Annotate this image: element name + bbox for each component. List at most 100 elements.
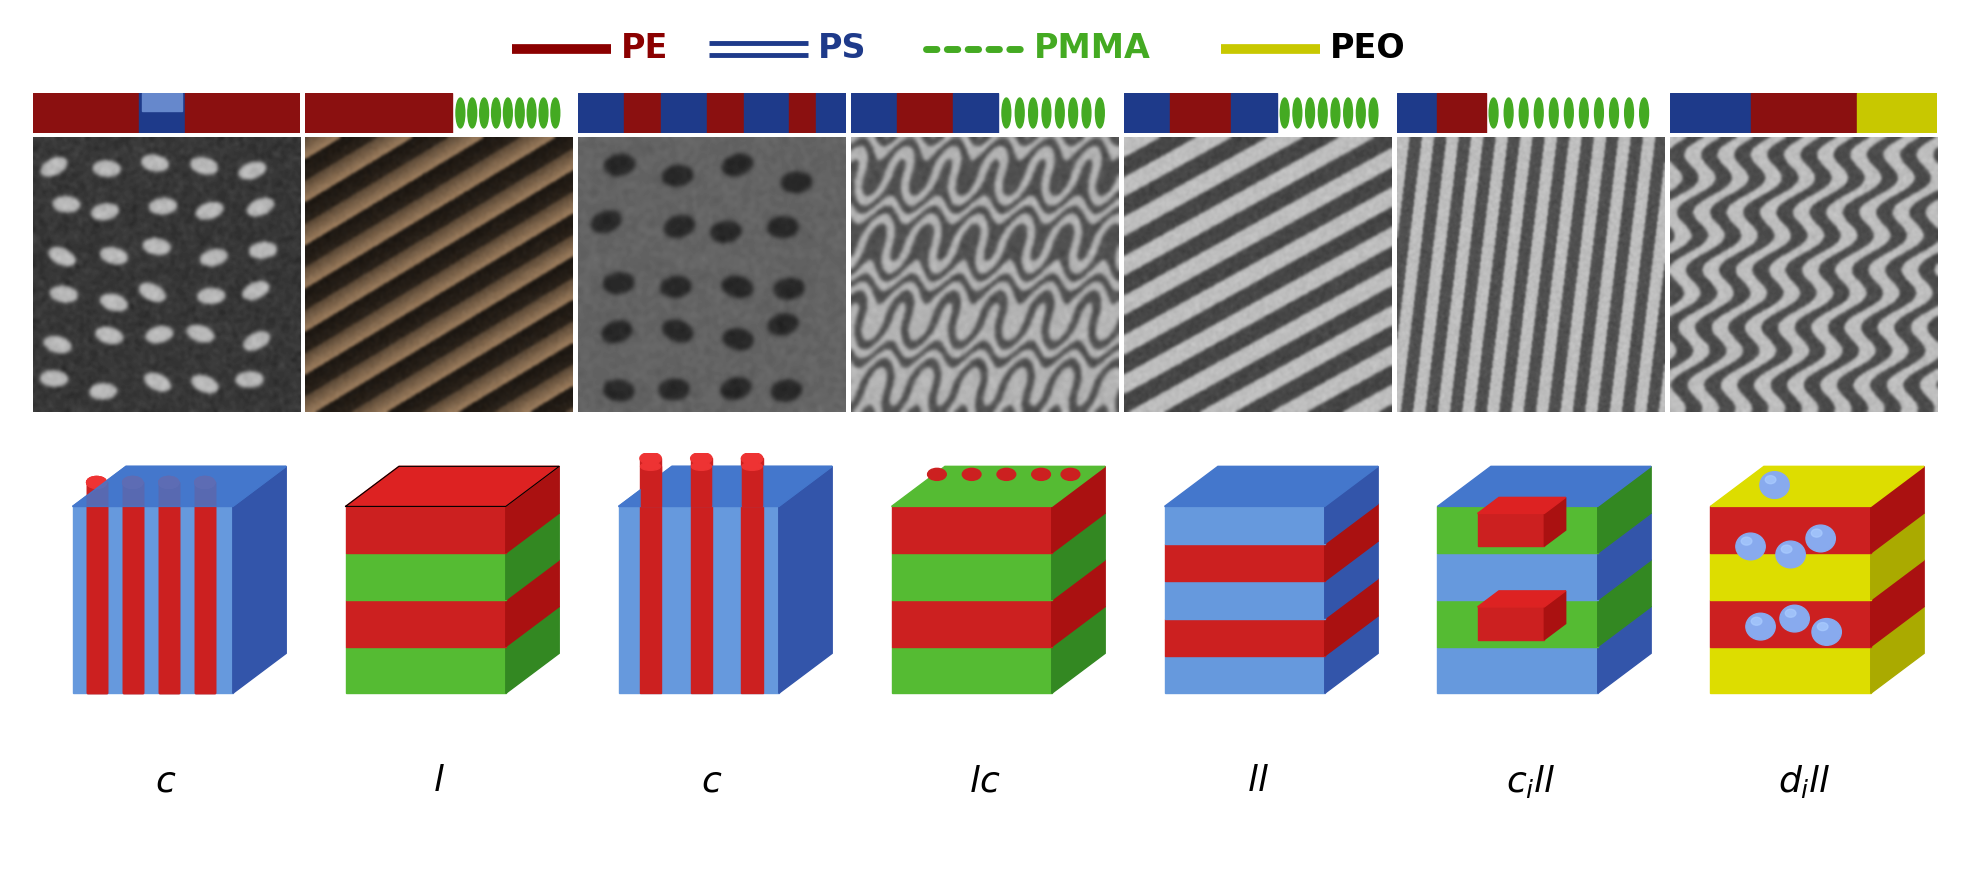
Polygon shape	[1598, 466, 1651, 553]
Polygon shape	[892, 647, 1052, 694]
Polygon shape	[73, 507, 232, 694]
Polygon shape	[506, 513, 559, 600]
Ellipse shape	[1344, 98, 1353, 128]
Polygon shape	[506, 466, 559, 553]
Ellipse shape	[492, 98, 500, 128]
Polygon shape	[195, 482, 215, 694]
Polygon shape	[1872, 466, 1925, 553]
Ellipse shape	[122, 477, 142, 488]
Polygon shape	[185, 93, 299, 133]
Ellipse shape	[195, 477, 215, 488]
Polygon shape	[953, 93, 999, 133]
Ellipse shape	[122, 477, 142, 488]
Polygon shape	[1324, 616, 1379, 694]
Polygon shape	[87, 482, 106, 694]
Polygon shape	[345, 553, 506, 600]
Polygon shape	[160, 482, 179, 694]
Ellipse shape	[1781, 545, 1793, 553]
Ellipse shape	[516, 98, 524, 128]
Ellipse shape	[1781, 605, 1808, 632]
Text: PMMA: PMMA	[1034, 32, 1150, 66]
Ellipse shape	[1082, 98, 1091, 128]
Ellipse shape	[87, 477, 106, 488]
Polygon shape	[1324, 541, 1379, 618]
Polygon shape	[1598, 513, 1651, 600]
Polygon shape	[1710, 553, 1872, 600]
Ellipse shape	[1741, 537, 1751, 545]
Polygon shape	[87, 482, 106, 694]
Polygon shape	[1598, 560, 1651, 647]
Ellipse shape	[1765, 476, 1775, 484]
Ellipse shape	[504, 98, 512, 128]
Ellipse shape	[1070, 98, 1078, 128]
Ellipse shape	[1306, 98, 1314, 128]
Ellipse shape	[1095, 98, 1105, 128]
Polygon shape	[1544, 591, 1566, 640]
Ellipse shape	[1775, 541, 1805, 568]
Polygon shape	[1710, 647, 1872, 694]
Ellipse shape	[1357, 98, 1365, 128]
Ellipse shape	[1812, 618, 1842, 645]
Polygon shape	[1164, 581, 1324, 618]
Polygon shape	[506, 607, 559, 694]
Polygon shape	[1478, 607, 1544, 640]
Text: $\mathit{c}$: $\mathit{c}$	[701, 765, 723, 798]
Polygon shape	[1052, 560, 1105, 647]
Polygon shape	[1438, 507, 1598, 553]
Ellipse shape	[1489, 98, 1497, 128]
Ellipse shape	[1032, 469, 1050, 480]
Polygon shape	[1438, 466, 1651, 507]
Ellipse shape	[195, 477, 215, 488]
Polygon shape	[619, 466, 831, 507]
Text: PEO: PEO	[1330, 32, 1405, 66]
Ellipse shape	[1062, 469, 1080, 480]
Ellipse shape	[528, 98, 536, 128]
Ellipse shape	[1535, 98, 1543, 128]
Ellipse shape	[1594, 98, 1604, 128]
Ellipse shape	[1369, 98, 1377, 128]
Polygon shape	[1478, 497, 1566, 513]
Ellipse shape	[1759, 471, 1789, 499]
Ellipse shape	[1736, 533, 1765, 560]
Polygon shape	[232, 466, 286, 694]
Polygon shape	[1324, 504, 1379, 581]
Polygon shape	[1710, 507, 1872, 553]
Polygon shape	[195, 482, 215, 694]
Ellipse shape	[961, 469, 981, 480]
Polygon shape	[1170, 93, 1231, 133]
Polygon shape	[640, 466, 660, 507]
Polygon shape	[1164, 544, 1324, 581]
Text: $\mathit{c}$: $\mathit{c}$	[156, 765, 177, 798]
Polygon shape	[624, 93, 662, 133]
Ellipse shape	[1806, 525, 1836, 552]
Ellipse shape	[195, 477, 215, 488]
Polygon shape	[778, 466, 831, 694]
Polygon shape	[160, 482, 179, 694]
Ellipse shape	[1056, 98, 1064, 128]
Ellipse shape	[467, 98, 477, 128]
Polygon shape	[140, 93, 185, 133]
Polygon shape	[1478, 591, 1566, 607]
Ellipse shape	[1280, 98, 1288, 128]
Polygon shape	[743, 466, 762, 507]
Polygon shape	[619, 466, 831, 507]
Polygon shape	[345, 600, 506, 647]
Text: PS: PS	[818, 32, 867, 66]
Ellipse shape	[1003, 98, 1011, 128]
Polygon shape	[1164, 466, 1379, 507]
Polygon shape	[662, 93, 707, 133]
Polygon shape	[1710, 466, 1925, 507]
Polygon shape	[691, 466, 711, 507]
Polygon shape	[87, 482, 106, 694]
Polygon shape	[1438, 600, 1598, 647]
Ellipse shape	[1564, 98, 1574, 128]
Ellipse shape	[160, 477, 179, 488]
Ellipse shape	[1548, 98, 1558, 128]
Polygon shape	[506, 560, 559, 647]
Text: PE: PE	[621, 32, 668, 66]
Polygon shape	[73, 466, 286, 507]
Polygon shape	[1478, 513, 1544, 546]
Text: $\mathit{l}$: $\mathit{l}$	[433, 765, 445, 798]
Polygon shape	[896, 93, 953, 133]
Ellipse shape	[640, 453, 662, 464]
